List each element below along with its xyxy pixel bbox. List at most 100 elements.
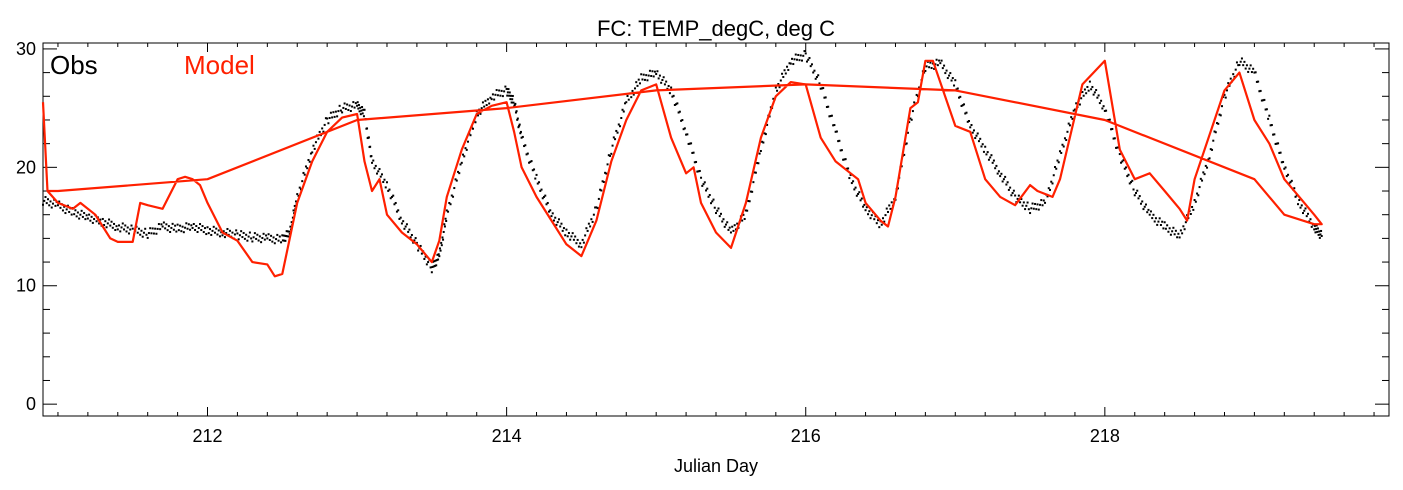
obs-point	[486, 98, 489, 101]
obs-point	[74, 209, 77, 212]
obs-point	[803, 50, 806, 53]
obs-point	[499, 94, 502, 97]
obs-point	[291, 216, 294, 219]
obs-point	[488, 102, 491, 105]
obs-point	[360, 109, 363, 112]
obs-point	[454, 178, 457, 181]
obs-point	[1135, 191, 1138, 194]
obs-point	[903, 153, 906, 156]
obs-point	[129, 228, 132, 231]
obs-point	[1153, 220, 1156, 223]
obs-point	[54, 204, 57, 207]
obs-point	[1159, 224, 1162, 227]
obs-point	[458, 172, 461, 175]
obs-point	[665, 80, 668, 83]
obs-point	[190, 224, 193, 227]
obs-point	[1317, 233, 1320, 236]
obs-point	[1112, 137, 1115, 140]
obs-point	[559, 225, 562, 228]
obs-point	[1172, 226, 1175, 229]
x-tick-label: 216	[791, 426, 821, 446]
obs-point	[1245, 64, 1248, 67]
obs-point	[118, 224, 121, 227]
obs-point	[1138, 195, 1141, 198]
obs-point	[606, 163, 609, 166]
obs-point	[378, 167, 381, 170]
obs-point	[554, 216, 557, 219]
obs-point	[938, 59, 941, 62]
obs-point	[556, 221, 559, 224]
obs-point	[579, 242, 582, 245]
obs-point	[646, 79, 649, 82]
obs-point	[581, 238, 584, 241]
obs-point	[474, 121, 477, 124]
obs-point	[218, 235, 221, 238]
obs-point	[231, 231, 234, 234]
obs-point	[1156, 223, 1159, 226]
obs-point	[496, 94, 499, 97]
obs-point	[170, 226, 173, 229]
obs-point	[864, 209, 867, 212]
obs-point	[545, 203, 548, 206]
obs-point	[136, 231, 139, 234]
obs-point	[1191, 205, 1194, 208]
obs-point	[1102, 105, 1105, 108]
obs-point	[270, 234, 273, 237]
obs-point	[951, 77, 954, 80]
obs-point	[1181, 232, 1184, 235]
obs-point	[717, 207, 720, 210]
obs-point	[1217, 122, 1220, 125]
x-tick-label: 218	[1090, 426, 1120, 446]
obs-point	[681, 119, 684, 122]
obs-point	[1320, 235, 1323, 238]
obs-point	[1149, 210, 1152, 213]
obs-point	[762, 141, 765, 144]
obs-point	[182, 231, 185, 234]
obs-point	[838, 139, 841, 142]
obs-point	[736, 222, 739, 225]
obs-point	[607, 154, 610, 157]
obs-point	[1174, 229, 1177, 232]
obs-point	[1092, 93, 1095, 96]
obs-point	[445, 209, 448, 212]
obs-point	[516, 118, 519, 121]
obs-point	[1260, 99, 1263, 102]
obs-point	[1126, 175, 1129, 178]
obs-point	[781, 72, 784, 75]
obs-point	[734, 228, 737, 231]
obs-point	[447, 210, 450, 213]
obs-point	[479, 112, 482, 115]
obs-point	[813, 69, 816, 72]
obs-point	[1053, 166, 1056, 169]
obs-point	[870, 214, 873, 217]
obs-point	[317, 137, 320, 140]
obs-point	[1044, 201, 1047, 204]
obs-point	[356, 104, 359, 107]
obs-point	[693, 161, 696, 164]
obs-point	[1235, 61, 1238, 64]
obs-point	[555, 223, 558, 226]
x-axis-label: Julian Day	[674, 456, 758, 476]
obs-point	[131, 227, 134, 230]
obs-point	[1285, 175, 1288, 178]
obs-point	[351, 105, 354, 108]
obs-point	[1035, 208, 1038, 211]
model-line	[41, 59, 1323, 278]
obs-point	[615, 129, 618, 132]
obs-point	[761, 140, 764, 143]
obs-point	[212, 225, 215, 228]
obs-point	[830, 114, 833, 117]
obs-point	[377, 170, 380, 173]
obs-point	[852, 180, 855, 183]
obs-point	[595, 206, 598, 209]
obs-point	[778, 86, 781, 89]
obs-point	[151, 227, 154, 230]
obs-point	[271, 240, 274, 243]
obs-point	[1300, 204, 1303, 207]
obs-point	[819, 87, 822, 90]
obs-point	[380, 173, 383, 176]
obs-point	[209, 228, 212, 231]
obs-point	[877, 219, 880, 222]
obs-point	[338, 104, 341, 107]
obs-point	[692, 151, 695, 154]
